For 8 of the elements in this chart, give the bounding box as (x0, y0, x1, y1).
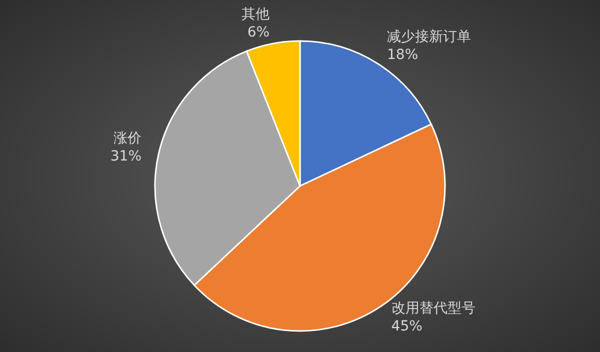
data-label: 31% (110, 148, 142, 165)
slice-label: 涨价 (114, 130, 142, 147)
slice-label: 其他 (242, 6, 270, 22)
slice-label: 减少接新订单 (387, 28, 472, 45)
data-label: 18% (387, 46, 418, 63)
data-label: 6% (247, 24, 270, 40)
data-label: 45% (391, 318, 422, 334)
slice-label: 改用替代型号 (391, 300, 476, 316)
